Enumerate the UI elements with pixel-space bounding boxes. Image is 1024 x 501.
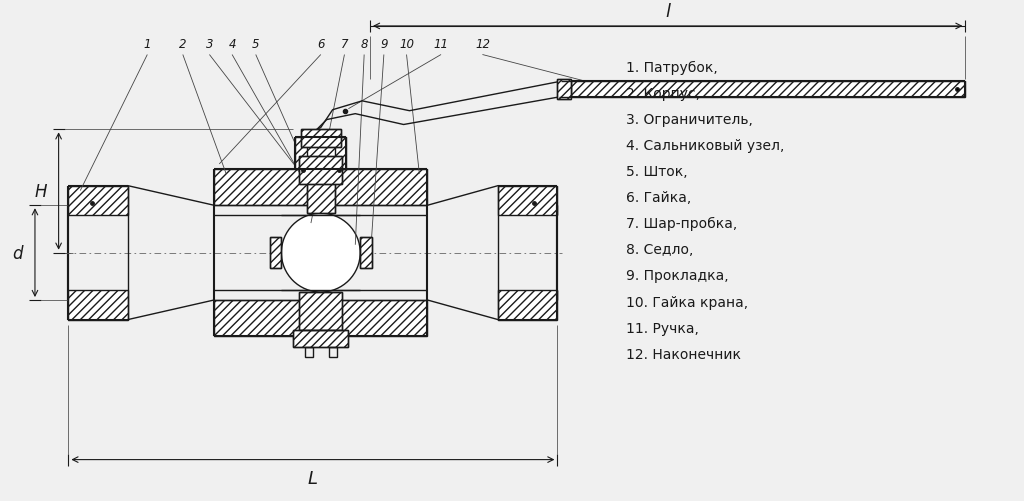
Text: 4. Сальниковый узел,: 4. Сальниковый узел, bbox=[627, 138, 784, 152]
Text: 9: 9 bbox=[380, 38, 388, 51]
Text: 3: 3 bbox=[206, 38, 213, 51]
Bar bbox=[69, 186, 128, 216]
Text: 1. Патрубок,: 1. Патрубок, bbox=[627, 60, 718, 74]
Bar bbox=[269, 237, 282, 269]
Text: 4: 4 bbox=[228, 38, 236, 51]
Text: d: d bbox=[12, 244, 24, 262]
Text: H: H bbox=[34, 183, 47, 200]
Text: 5. Шток,: 5. Шток, bbox=[627, 165, 688, 178]
Bar bbox=[499, 186, 557, 216]
Text: 8: 8 bbox=[360, 38, 368, 51]
Text: 7. Шар-пробка,: 7. Шар-пробка, bbox=[627, 217, 737, 231]
Text: 7: 7 bbox=[341, 38, 348, 51]
Text: 5: 5 bbox=[252, 38, 259, 51]
Text: 2: 2 bbox=[179, 38, 186, 51]
Text: 6: 6 bbox=[317, 38, 325, 51]
Text: 8. Седло,: 8. Седло, bbox=[627, 243, 693, 257]
Bar bbox=[214, 300, 427, 337]
Bar bbox=[295, 138, 346, 169]
Text: 2. Корпус,: 2. Корпус, bbox=[627, 86, 700, 100]
Bar bbox=[307, 164, 335, 214]
Text: L: L bbox=[308, 469, 317, 487]
Bar bbox=[360, 237, 372, 269]
Bar bbox=[571, 82, 966, 98]
Bar bbox=[305, 348, 313, 357]
Text: 9. Прокладка,: 9. Прокладка, bbox=[627, 269, 729, 283]
Bar bbox=[69, 291, 128, 320]
Bar bbox=[360, 237, 372, 269]
Text: 11: 11 bbox=[433, 38, 449, 51]
Text: 10: 10 bbox=[399, 38, 414, 51]
Text: 3. Ограничитель,: 3. Ограничитель, bbox=[627, 112, 754, 126]
Bar bbox=[214, 169, 427, 206]
Text: 1: 1 bbox=[143, 38, 152, 51]
Bar bbox=[269, 237, 282, 269]
Text: 6. Гайка,: 6. Гайка, bbox=[627, 191, 691, 204]
Text: 12. Наконечник: 12. Наконечник bbox=[627, 347, 741, 361]
Bar bbox=[293, 330, 348, 348]
Text: 10. Гайка крана,: 10. Гайка крана, bbox=[627, 295, 749, 309]
Text: l: l bbox=[666, 3, 671, 21]
Circle shape bbox=[282, 214, 360, 293]
Bar bbox=[499, 291, 557, 320]
Bar bbox=[299, 157, 342, 184]
Bar bbox=[557, 80, 571, 100]
Bar bbox=[301, 130, 341, 148]
Bar bbox=[299, 293, 342, 330]
Text: 11. Ручка,: 11. Ручка, bbox=[627, 321, 699, 335]
Text: 12: 12 bbox=[475, 38, 489, 51]
Bar bbox=[329, 348, 337, 357]
